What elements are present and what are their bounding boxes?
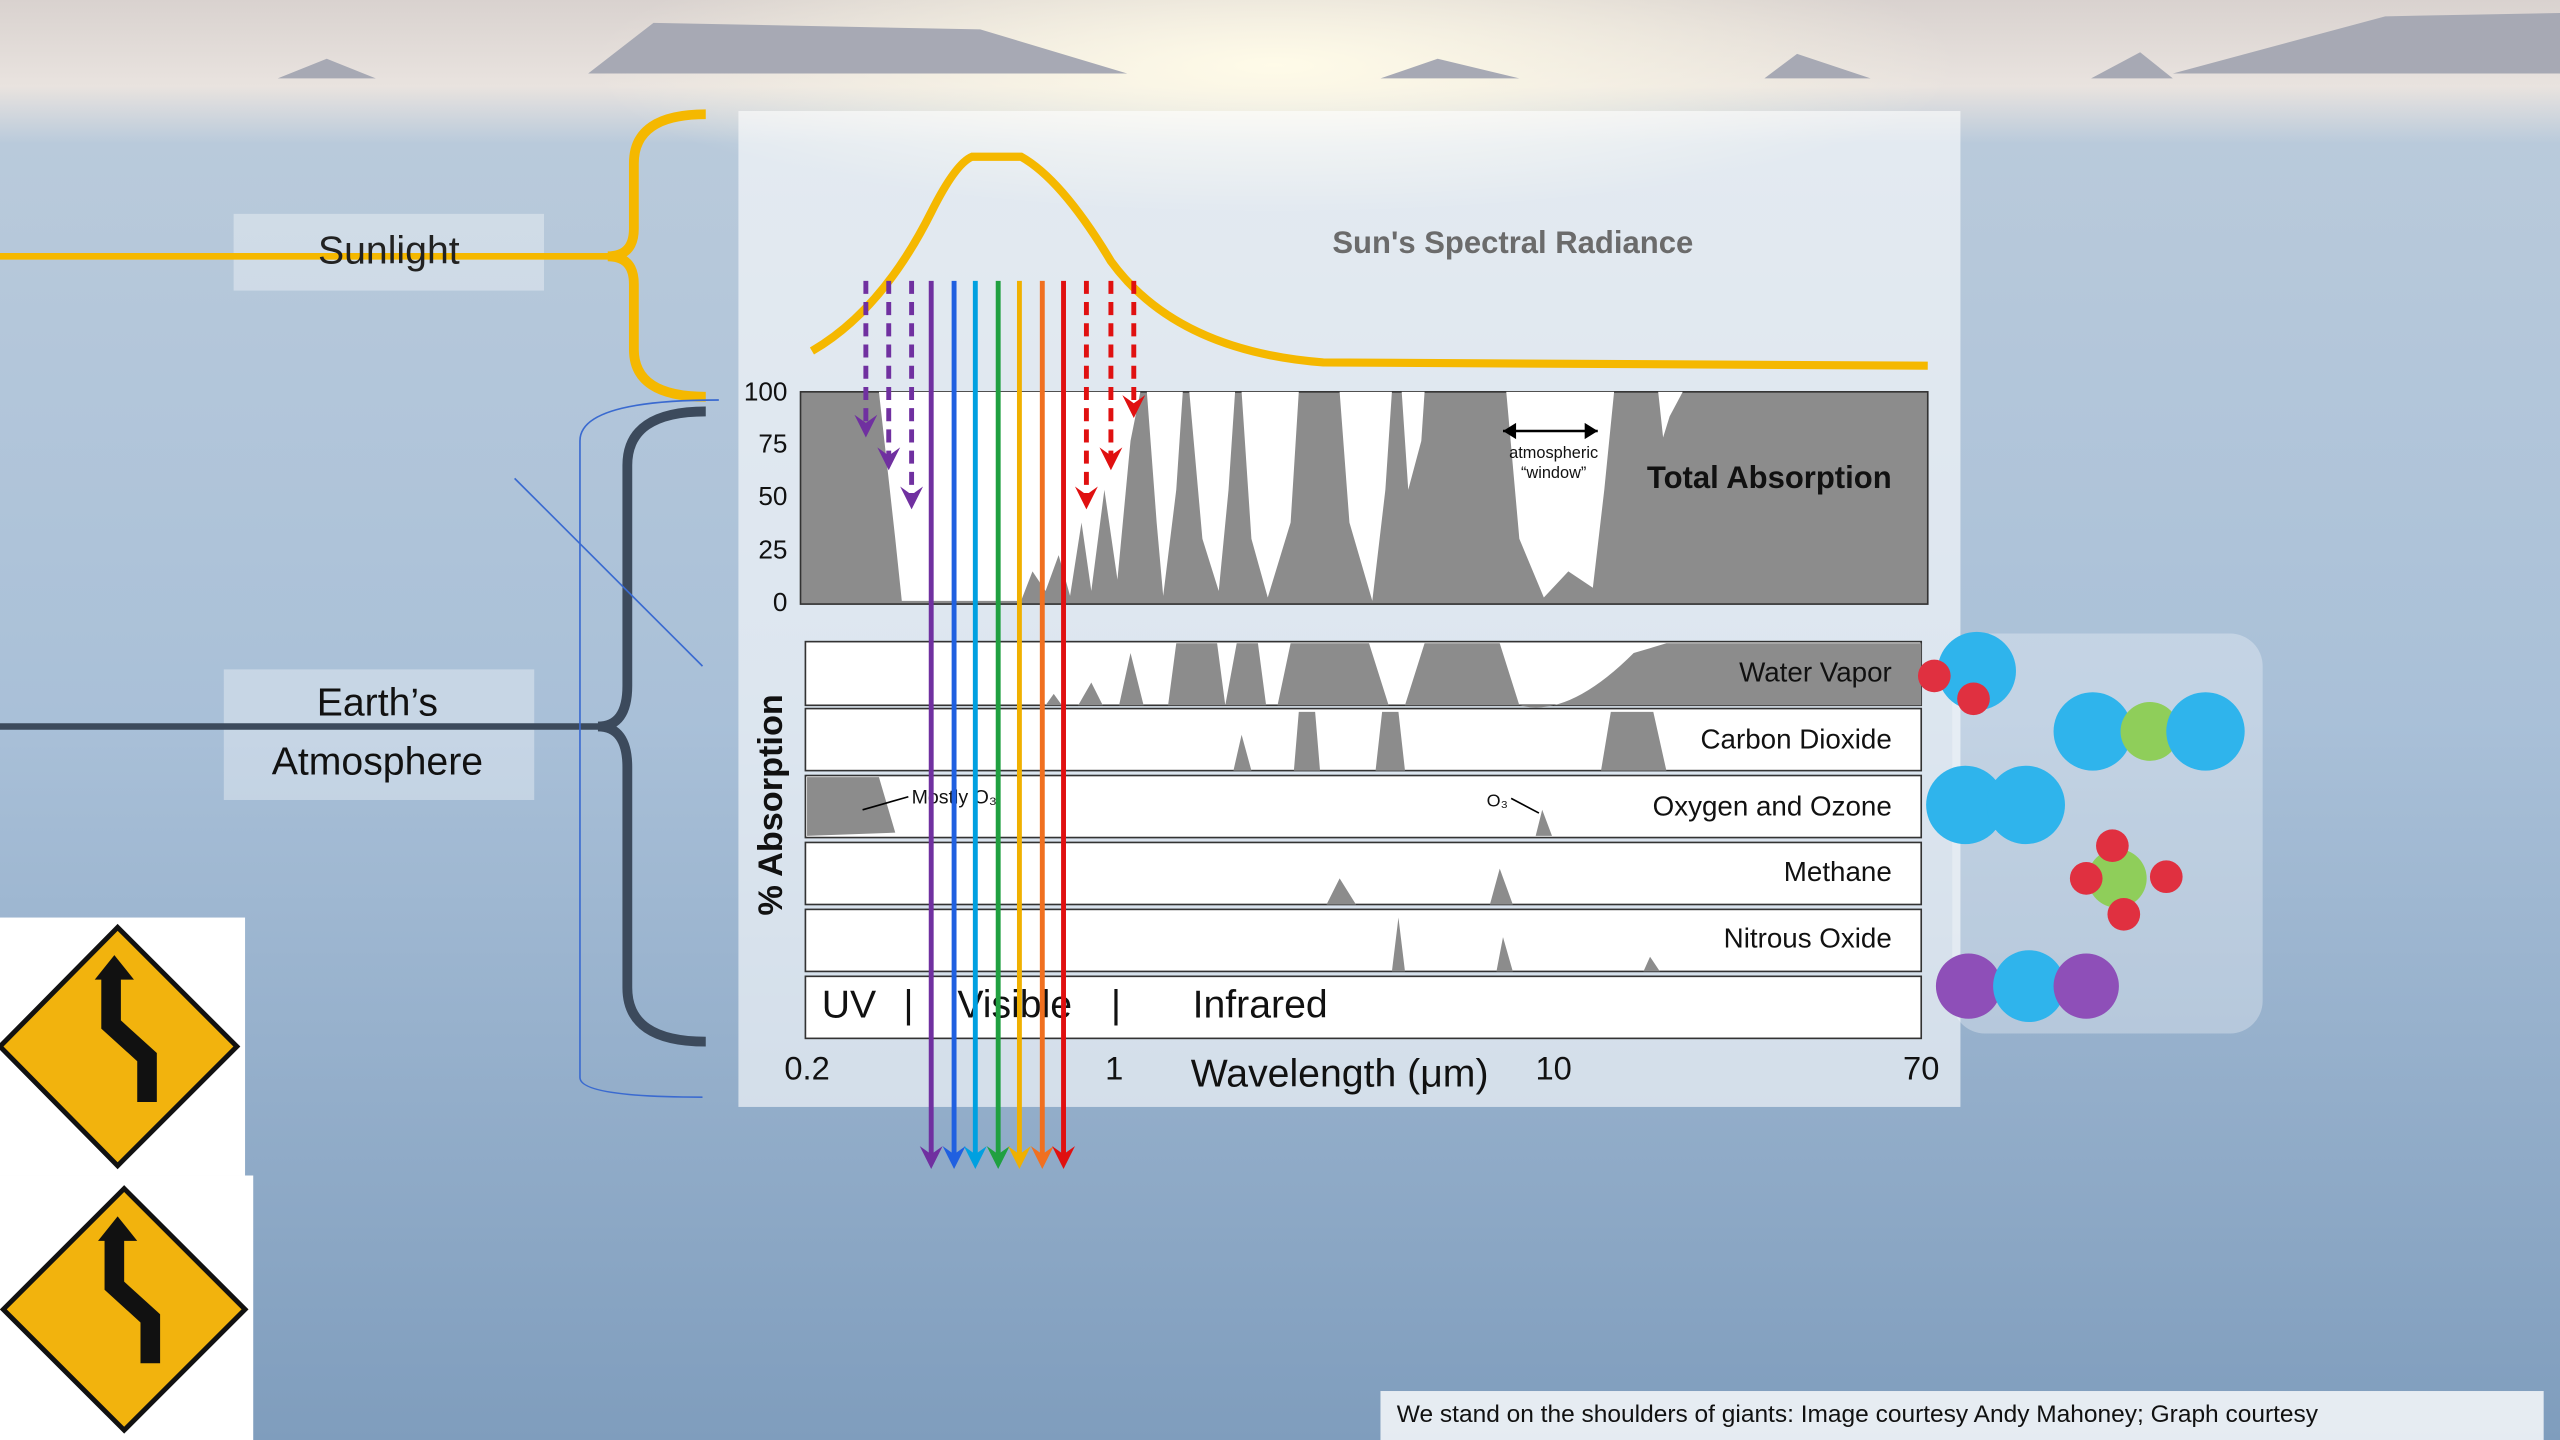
molecules-part [1987,766,2065,844]
gas-label: Carbon Dioxide [1700,724,1891,755]
radiance-title: Sun's Spectral Radiance [1332,225,1693,260]
window-label: “window” [1521,464,1586,482]
y-tick-label: 100 [744,376,788,406]
total-absorption-plot [801,392,1928,604]
window-label: atmospheric [1509,444,1598,462]
molecules-part [2096,829,2129,862]
caption: We stand on the shoulders of giants: Ima… [1397,1401,2319,1428]
gas-label: Oxygen and Ozone [1653,790,1892,821]
band-label: UV [822,984,876,1027]
x-tick-label: 0.2 [784,1050,829,1087]
band-label: Infrared [1193,984,1328,1027]
molecules-part [1936,953,2001,1018]
gas-annotation: O₃ [1487,790,1508,810]
molecules [1918,632,2263,1034]
molecules-part [2070,862,2103,895]
total-absorption-title: Total Absorption [1647,460,1892,495]
molecules-part [2107,898,2140,931]
gas-label: Methane [1784,856,1892,887]
y-tick-label: 25 [758,535,787,565]
sunlight-label: Sunlight [318,229,460,272]
molecules-part [2054,692,2132,770]
molecules-part [1957,682,1990,715]
y-tick-label: 50 [758,481,787,511]
x-tick-label: 70 [1903,1050,1939,1087]
molecules-part [2166,692,2244,770]
x-tick-label: 1 [1105,1050,1123,1087]
page: {"labels":{"sunlight":"Sunlight","atmosp… [0,0,2560,1440]
gas-label: Water Vapor [1739,657,1892,688]
road-signs [0,918,253,1440]
molecules-part [2150,860,2183,893]
slide: Sunlight Earth’s Atmosphere Sun's Spectr… [0,0,2560,1440]
x-axis-label: Wavelength (μm) [1191,1052,1489,1095]
y-axis-label: % Absorption [752,694,790,915]
gas-label: Nitrous Oxide [1724,923,1892,954]
atmosphere-label: Atmosphere [272,740,483,783]
band-label: | [903,984,913,1027]
gas-panels-part [805,842,1921,904]
atmosphere-label: Earth’s [317,682,438,725]
y-tick-label: 0 [773,587,788,617]
x-tick-label: 10 [1535,1050,1571,1087]
molecules-part [1918,660,1951,693]
y-tick-label: 75 [758,429,787,459]
molecules-part [2054,953,2119,1018]
band-label: | [1111,984,1121,1027]
